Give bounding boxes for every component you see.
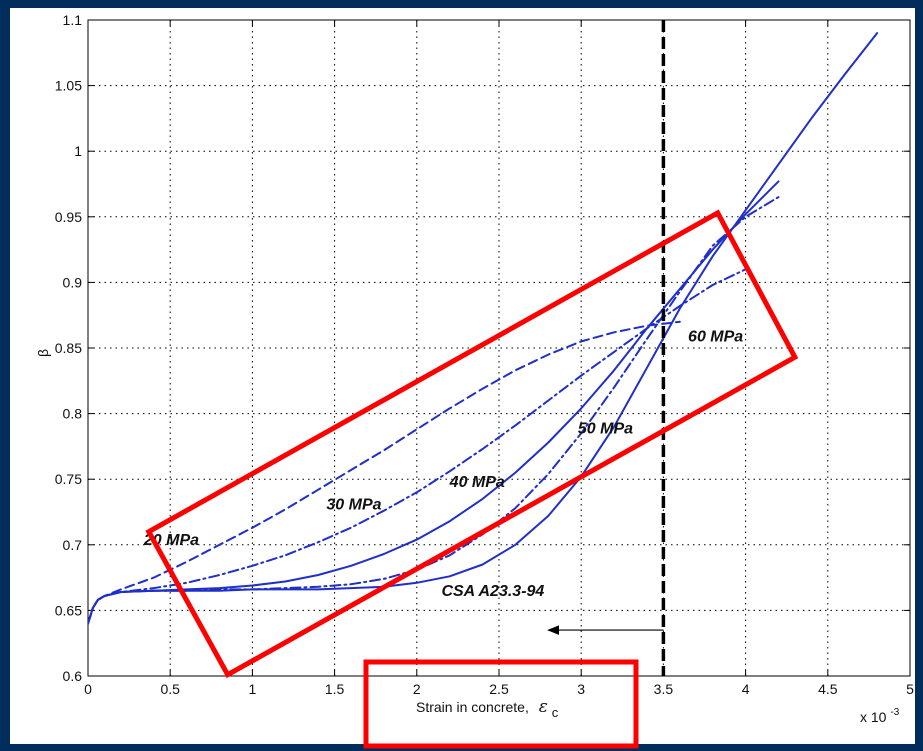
series-line-20-mpa	[88, 320, 681, 625]
y-tick-label: 0.75	[55, 471, 82, 487]
x-tick-label: 4	[742, 681, 750, 697]
x-multiplier-exponent: -3	[890, 707, 899, 718]
tick-labels: 0 0.5 1 1.5 2 2.5 3 3.5 4 4.5 5 0.6 0.65 0.7 0.75 0.8 0.…	[55, 12, 914, 697]
curves-region-box	[145, 209, 799, 679]
x-axis-label-group: Strain in concrete, ε c	[416, 697, 559, 720]
axis-ticks	[87, 19, 911, 677]
x-axis-label: Strain in concrete,	[416, 699, 529, 715]
x-tick-label: 1	[249, 681, 257, 697]
x-tick-label: 0	[84, 681, 92, 697]
y-tick-label: 1.1	[63, 12, 83, 28]
xlabel-highlight-box	[363, 659, 639, 749]
x-tick-label: 3.5	[654, 681, 674, 697]
y-tick-label: 0.65	[55, 602, 82, 618]
annotation-50-mpa: 50 MPa	[578, 420, 633, 437]
reference	[547, 20, 666, 676]
x-tick-label: 3	[577, 681, 585, 697]
x-tick-label: 0.5	[160, 681, 180, 697]
y-tick-label: 0.8	[63, 406, 83, 422]
y-tick-label: 0.6	[63, 668, 83, 684]
series	[88, 32, 879, 625]
annotation-60-mpa: 60 MPa	[688, 328, 743, 345]
x-tick-label: 4.5	[818, 681, 838, 697]
x-axis-label-subscript: c	[552, 705, 559, 720]
x-multiplier: x 10	[860, 709, 887, 725]
y-tick-label: 0.9	[63, 274, 83, 290]
x-tick-label: 5	[906, 681, 914, 697]
y-tick-label: 1.05	[55, 78, 82, 94]
y-tick-label: 0.7	[63, 537, 83, 553]
annotation-csa-a23-3-94: CSA A23.3-94	[441, 583, 544, 600]
x-tick-label: 2	[413, 681, 421, 697]
annotation-40-mpa: 40 MPa	[449, 474, 505, 491]
y-tick-label: 1	[74, 143, 82, 159]
highlights	[145, 209, 799, 749]
x-tick-label: 1.5	[325, 681, 345, 697]
x-tick-label: 2.5	[489, 681, 509, 697]
x-multiplier-group: x 10 -3	[860, 707, 900, 725]
y-tick-label: 0.95	[55, 209, 82, 225]
annotation-30-mpa: 30 MPa	[326, 496, 381, 513]
y-tick-label: 0.85	[55, 340, 82, 356]
x-axis-label-symbol: ε	[539, 697, 548, 717]
y-axis-label: β	[35, 349, 51, 357]
